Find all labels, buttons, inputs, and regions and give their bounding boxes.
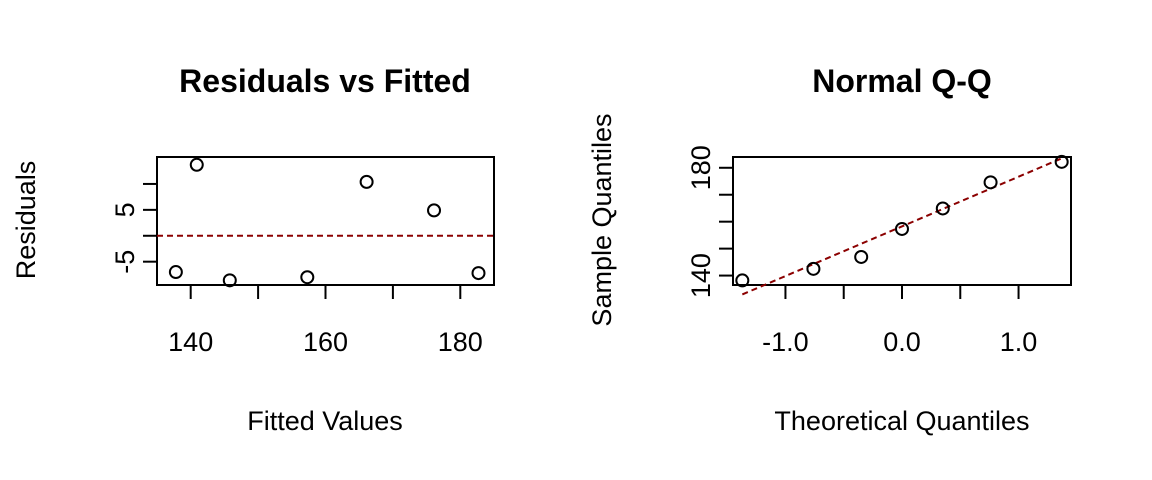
qq-data-point — [895, 221, 909, 236]
residuals-data-point — [427, 203, 442, 218]
qq-marks: -1.0 0.0 1.0 140 180 — [686, 145, 1069, 357]
qq-data-point — [735, 273, 750, 288]
qq-reference-line — [741, 157, 1063, 296]
qq-y-tick-label: 180 — [686, 145, 716, 190]
residuals-x-tick-label: 140 — [168, 327, 213, 357]
qq-data-point — [935, 201, 950, 216]
residuals-marks: 140 160 180 -5 5 — [110, 157, 494, 357]
residuals-y-tick-label: -5 — [110, 250, 140, 274]
theoretical-quantiles-x-label: Theoretical Quantiles — [774, 406, 1029, 436]
residuals-data-point — [189, 157, 204, 172]
qq-x-tick-label: 0.0 — [883, 327, 921, 357]
normal-qq-title: Normal Q-Q — [812, 63, 992, 99]
residuals-x-tick-label: 180 — [438, 327, 483, 357]
normal-qq-panel: Normal Q-Q Theoretical Quantiles Sample … — [587, 63, 1072, 436]
qq-data-point — [806, 261, 821, 276]
residuals-data-point — [168, 265, 183, 280]
residuals-data-point — [359, 174, 374, 189]
residuals-data-point — [222, 273, 237, 288]
qq-x-tick-label: 1.0 — [1000, 327, 1038, 357]
residuals-data-point — [471, 266, 486, 281]
residuals-plot-frame — [156, 156, 495, 286]
qq-data-point — [1054, 154, 1069, 169]
sample-quantiles-y-label: Sample Quantiles — [587, 113, 617, 326]
qq-x-tick-label: -1.0 — [762, 327, 809, 357]
qq-y-tick-label: 140 — [686, 253, 716, 298]
residuals-data-point — [300, 270, 315, 285]
fitted-values-x-label: Fitted Values — [247, 406, 403, 436]
residuals-y-label: Residuals — [11, 161, 41, 280]
residuals-x-tick-label: 160 — [303, 327, 348, 357]
qq-data-point — [854, 249, 869, 264]
qq-data-point — [983, 175, 998, 190]
residuals-y-tick-label: 5 — [110, 202, 140, 217]
residuals-vs-fitted-panel: Residuals vs Fitted Fitted Values Residu… — [11, 63, 495, 436]
residuals-vs-fitted-title: Residuals vs Fitted — [179, 63, 471, 99]
